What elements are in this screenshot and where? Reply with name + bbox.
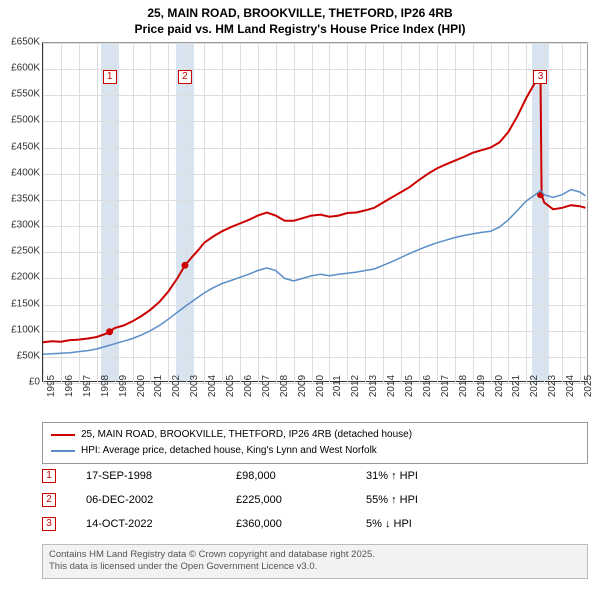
sales-marker-badge: 3 (42, 517, 56, 531)
sales-row: 3 14-OCT-2022£360,0005% ↓ HPI (42, 512, 588, 536)
series-hpi (43, 190, 585, 355)
chart-container: 25, MAIN ROAD, BROOKVILLE, THETFORD, IP2… (0, 0, 600, 590)
y-tick-label: £250K (0, 246, 40, 257)
x-tick-label: 2007 (261, 375, 272, 397)
legend-swatch (51, 434, 75, 436)
x-tick-label: 2002 (171, 375, 182, 397)
y-tick-label: £450K (0, 141, 40, 152)
x-tick-label: 1997 (82, 375, 93, 397)
y-tick-label: £400K (0, 167, 40, 178)
sales-table: 1 17-SEP-1998£98,00031% ↑ HPI 2 06-DEC-2002… (42, 464, 588, 536)
y-tick-label: £200K (0, 272, 40, 283)
footer-line2: This data is licensed under the Open Gov… (49, 561, 581, 573)
sales-marker-badge: 2 (42, 493, 56, 507)
x-tick-label: 2010 (315, 375, 326, 397)
legend-swatch (51, 450, 75, 452)
x-tick-label: 2024 (565, 375, 576, 397)
sales-price: £225,000 (236, 494, 366, 506)
x-tick-label: 2005 (225, 375, 236, 397)
x-tick-label: 1995 (46, 375, 57, 397)
x-tick-label: 1999 (118, 375, 129, 397)
y-tick-label: £150K (0, 298, 40, 309)
sales-date: 06-DEC-2002 (86, 494, 236, 506)
sales-row: 2 06-DEC-2002£225,00055% ↑ HPI (42, 488, 588, 512)
x-tick-label: 2013 (368, 375, 379, 397)
plot-svg (43, 43, 587, 381)
x-tick-label: 2001 (153, 375, 164, 397)
legend-label: HPI: Average price, detached house, King… (81, 443, 377, 459)
sales-price: £360,000 (236, 518, 366, 530)
y-tick-label: £0 (0, 377, 40, 388)
y-tick-label: £500K (0, 115, 40, 126)
title-line1: 25, MAIN ROAD, BROOKVILLE, THETFORD, IP2… (0, 6, 600, 22)
x-tick-label: 2019 (476, 375, 487, 397)
series-marker (181, 262, 188, 269)
sales-delta: 31% ↑ HPI (366, 470, 486, 482)
x-tick-label: 2004 (207, 375, 218, 397)
x-tick-label: 2022 (529, 375, 540, 397)
x-tick-label: 2000 (136, 375, 147, 397)
x-tick-label: 2023 (547, 375, 558, 397)
x-tick-label: 2012 (350, 375, 361, 397)
x-tick-label: 1998 (100, 375, 111, 397)
footer-line1: Contains HM Land Registry data © Crown c… (49, 549, 581, 561)
y-tick-label: £50K (0, 350, 40, 361)
y-tick-label: £300K (0, 220, 40, 231)
y-tick-label: £650K (0, 37, 40, 48)
sales-delta: 55% ↑ HPI (366, 494, 486, 506)
legend: 25, MAIN ROAD, BROOKVILLE, THETFORD, IP2… (42, 422, 588, 464)
legend-label: 25, MAIN ROAD, BROOKVILLE, THETFORD, IP2… (81, 427, 412, 443)
y-tick-label: £350K (0, 193, 40, 204)
plot-area: 1 2 3 (42, 42, 588, 382)
sales-price: £98,000 (236, 470, 366, 482)
sales-date: 14-OCT-2022 (86, 518, 236, 530)
y-tick-label: £100K (0, 324, 40, 335)
y-tick-label: £600K (0, 63, 40, 74)
x-tick-label: 2017 (440, 375, 451, 397)
x-tick-label: 1996 (64, 375, 75, 397)
x-tick-label: 2018 (458, 375, 469, 397)
x-tick-label: 2015 (404, 375, 415, 397)
x-tick-label: 2020 (494, 375, 505, 397)
chart-title: 25, MAIN ROAD, BROOKVILLE, THETFORD, IP2… (0, 0, 600, 37)
x-tick-label: 2011 (332, 375, 343, 397)
sales-delta: 5% ↓ HPI (366, 518, 486, 530)
x-tick-label: 2016 (422, 375, 433, 397)
x-tick-label: 2006 (243, 375, 254, 397)
legend-row: HPI: Average price, detached house, King… (51, 443, 579, 459)
x-tick-label: 2025 (583, 375, 594, 397)
x-tick-label: 2014 (386, 375, 397, 397)
sales-marker-badge: 1 (42, 469, 56, 483)
series-price_paid (43, 74, 585, 342)
sale-marker: 1 (103, 70, 117, 84)
x-tick-label: 2008 (279, 375, 290, 397)
legend-row: 25, MAIN ROAD, BROOKVILLE, THETFORD, IP2… (51, 427, 579, 443)
x-tick-label: 2003 (189, 375, 200, 397)
title-line2: Price paid vs. HM Land Registry's House … (0, 22, 600, 38)
y-tick-label: £550K (0, 89, 40, 100)
sales-date: 17-SEP-1998 (86, 470, 236, 482)
x-tick-label: 2009 (297, 375, 308, 397)
footer-attribution: Contains HM Land Registry data © Crown c… (42, 544, 588, 579)
sale-marker: 2 (178, 70, 192, 84)
series-marker (106, 328, 113, 335)
sales-row: 1 17-SEP-1998£98,00031% ↑ HPI (42, 464, 588, 488)
x-tick-label: 2021 (511, 375, 522, 397)
sale-marker: 3 (533, 70, 547, 84)
